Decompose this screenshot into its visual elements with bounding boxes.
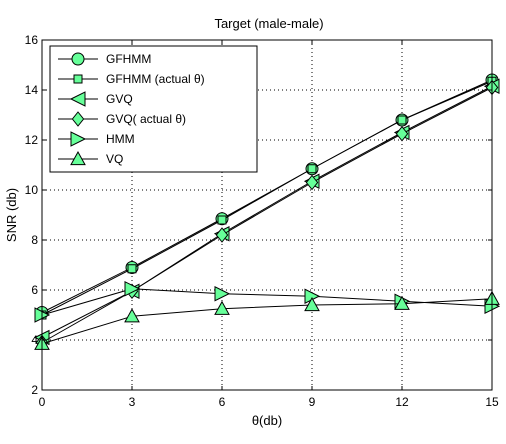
axis-ticks: 0 3 6 9 12 15 2 4 6 8 10 12 14 16 [25,33,499,409]
legend-marker [69,91,86,107]
legend-entry-gvq: GVQ [58,91,133,107]
y-tick-label: 14 [25,83,39,97]
legend-entry-gvq-actual: GVQ( actual θ) [58,111,186,127]
y-axis-label: SNR (db) [4,188,19,242]
legend-label: GFHMM (actual θ) [106,72,205,86]
series-line-gfhmm-actual [41,80,493,316]
data-point-gfhmm-actual [397,115,407,125]
data-point-gvq-actual [395,125,409,142]
x-axis-label: θ(db) [252,413,282,428]
y-tick-label: 8 [31,233,38,247]
x-tick-label: 6 [219,395,226,409]
data-point-vq [214,300,230,315]
grid-lines [42,40,492,390]
x-tick-label: 15 [485,395,499,409]
y-tick-label: 12 [25,133,39,147]
series-vq [34,290,500,350]
legend-marker [71,111,85,127]
legend-entry-hmm: HMM [58,131,135,147]
series-line-hmm [41,288,493,316]
legend-box [49,45,258,173]
x-tick-label: 9 [309,395,316,409]
data-point-gvq-actual [215,227,229,243]
data-point-gvq-actual [305,174,319,191]
chart-title: Target (male-male) [214,16,323,31]
x-tick-label: 3 [129,395,136,409]
data-point-gfhmm-actual [307,164,317,174]
y-tick-label: 2 [31,383,38,397]
series-layer [33,73,501,351]
data-point-vq [124,308,140,323]
series-line-vq [41,298,493,345]
x-tick-label: 12 [395,395,409,409]
legend-entry-vq: VQ [58,150,123,166]
y-tick-label: 4 [31,333,38,347]
y-tick-label: 16 [25,33,39,47]
legend-label: HMM [106,132,135,146]
series-line-gvq [41,85,493,338]
legend-label: VQ [106,152,123,166]
legend-marker [70,131,87,147]
legend-label: GVQ( actual θ) [106,112,186,126]
data-point-vq [394,295,410,310]
legend-marker [73,74,83,84]
legend-label: GVQ [106,92,133,106]
legend-entry-gfhmm: GFHMM [58,52,151,66]
x-tick-label: 0 [39,395,46,409]
legend-entry-gfhmm-actual: GFHMM (actual θ) [58,72,205,86]
legend-marker [70,150,86,166]
legend-label: GFHMM [106,52,151,66]
data-point-hmm [214,285,231,302]
data-point-vq [304,296,320,312]
series-line-gvq-actual [41,87,493,343]
data-point-gfhmm-actual [217,215,227,225]
y-tick-label: 10 [25,183,39,197]
plot-frame [41,39,493,391]
legend: GFHMM GFHMM (actual θ) GVQ GVQ( actual θ) HM… [49,45,258,173]
legend-marker [71,52,85,66]
y-tick-label: 6 [31,283,38,297]
data-point-hmm [124,280,141,297]
data-point-gfhmm-actual [127,264,137,274]
